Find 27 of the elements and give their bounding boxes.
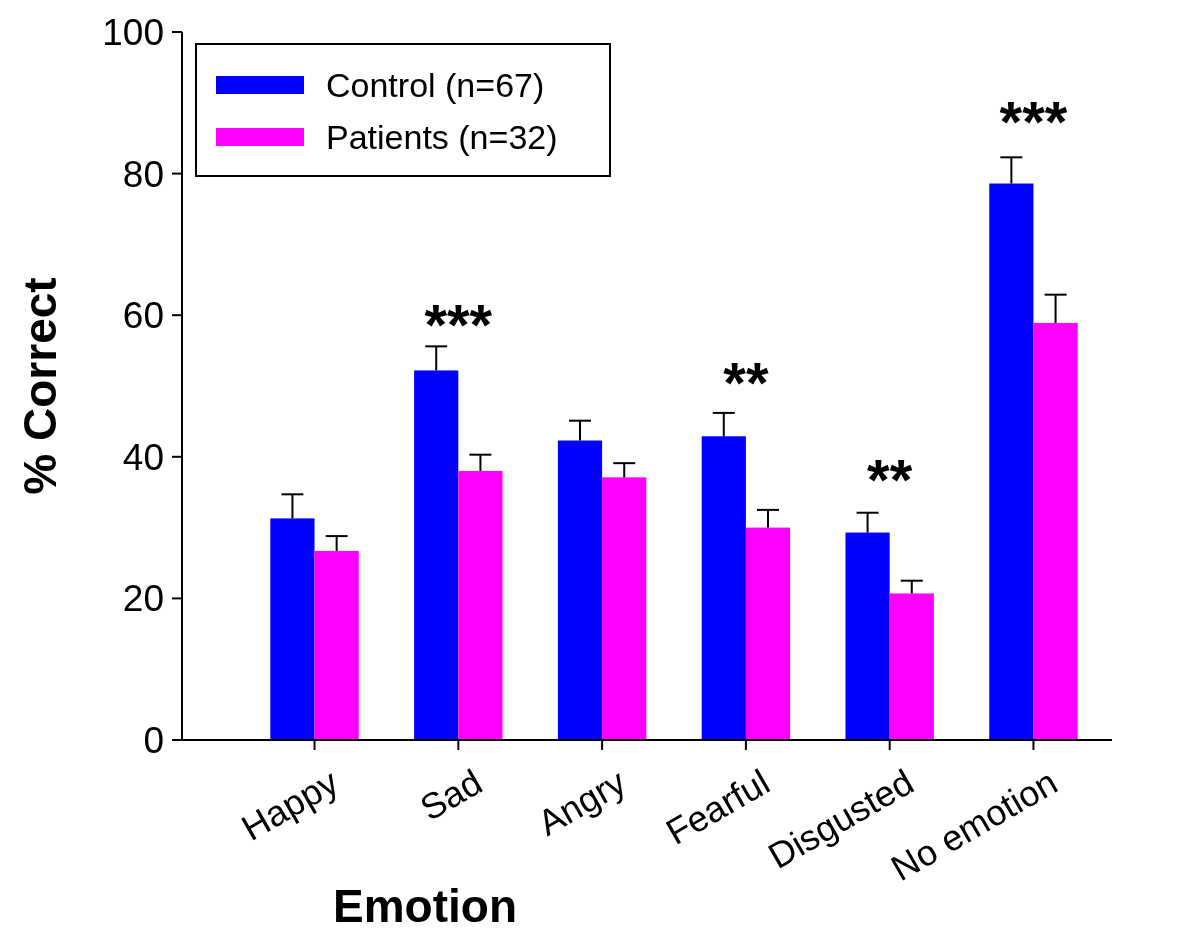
y-tick-label: 40 bbox=[122, 436, 164, 478]
y-axis-title: % Correct bbox=[14, 277, 66, 495]
y-tick-label: 0 bbox=[143, 719, 164, 761]
bar bbox=[602, 477, 647, 740]
significance-marker: *** bbox=[999, 88, 1068, 154]
bar bbox=[314, 550, 359, 740]
legend-label: Control (n=67) bbox=[326, 65, 545, 104]
bar bbox=[414, 370, 459, 740]
y-tick-label: 100 bbox=[102, 11, 164, 53]
y-tick-label: 60 bbox=[122, 295, 164, 337]
y-tick-label: 80 bbox=[122, 153, 164, 195]
bar bbox=[557, 440, 603, 740]
y-tick-label: 20 bbox=[122, 578, 164, 620]
bar bbox=[701, 436, 746, 740]
x-tick-label: Sad bbox=[412, 761, 489, 829]
bar bbox=[845, 532, 890, 740]
significance-marker: ** bbox=[723, 349, 769, 415]
bar bbox=[745, 527, 791, 740]
bar bbox=[989, 183, 1034, 740]
bar bbox=[1033, 322, 1078, 740]
bar bbox=[458, 470, 503, 740]
significance-marker: *** bbox=[424, 291, 493, 357]
legend-label: Patients (n=32) bbox=[326, 117, 558, 156]
significance-marker: ** bbox=[867, 446, 913, 512]
bar bbox=[270, 518, 315, 740]
bar bbox=[889, 593, 934, 740]
x-axis-title: Emotion bbox=[333, 880, 517, 931]
